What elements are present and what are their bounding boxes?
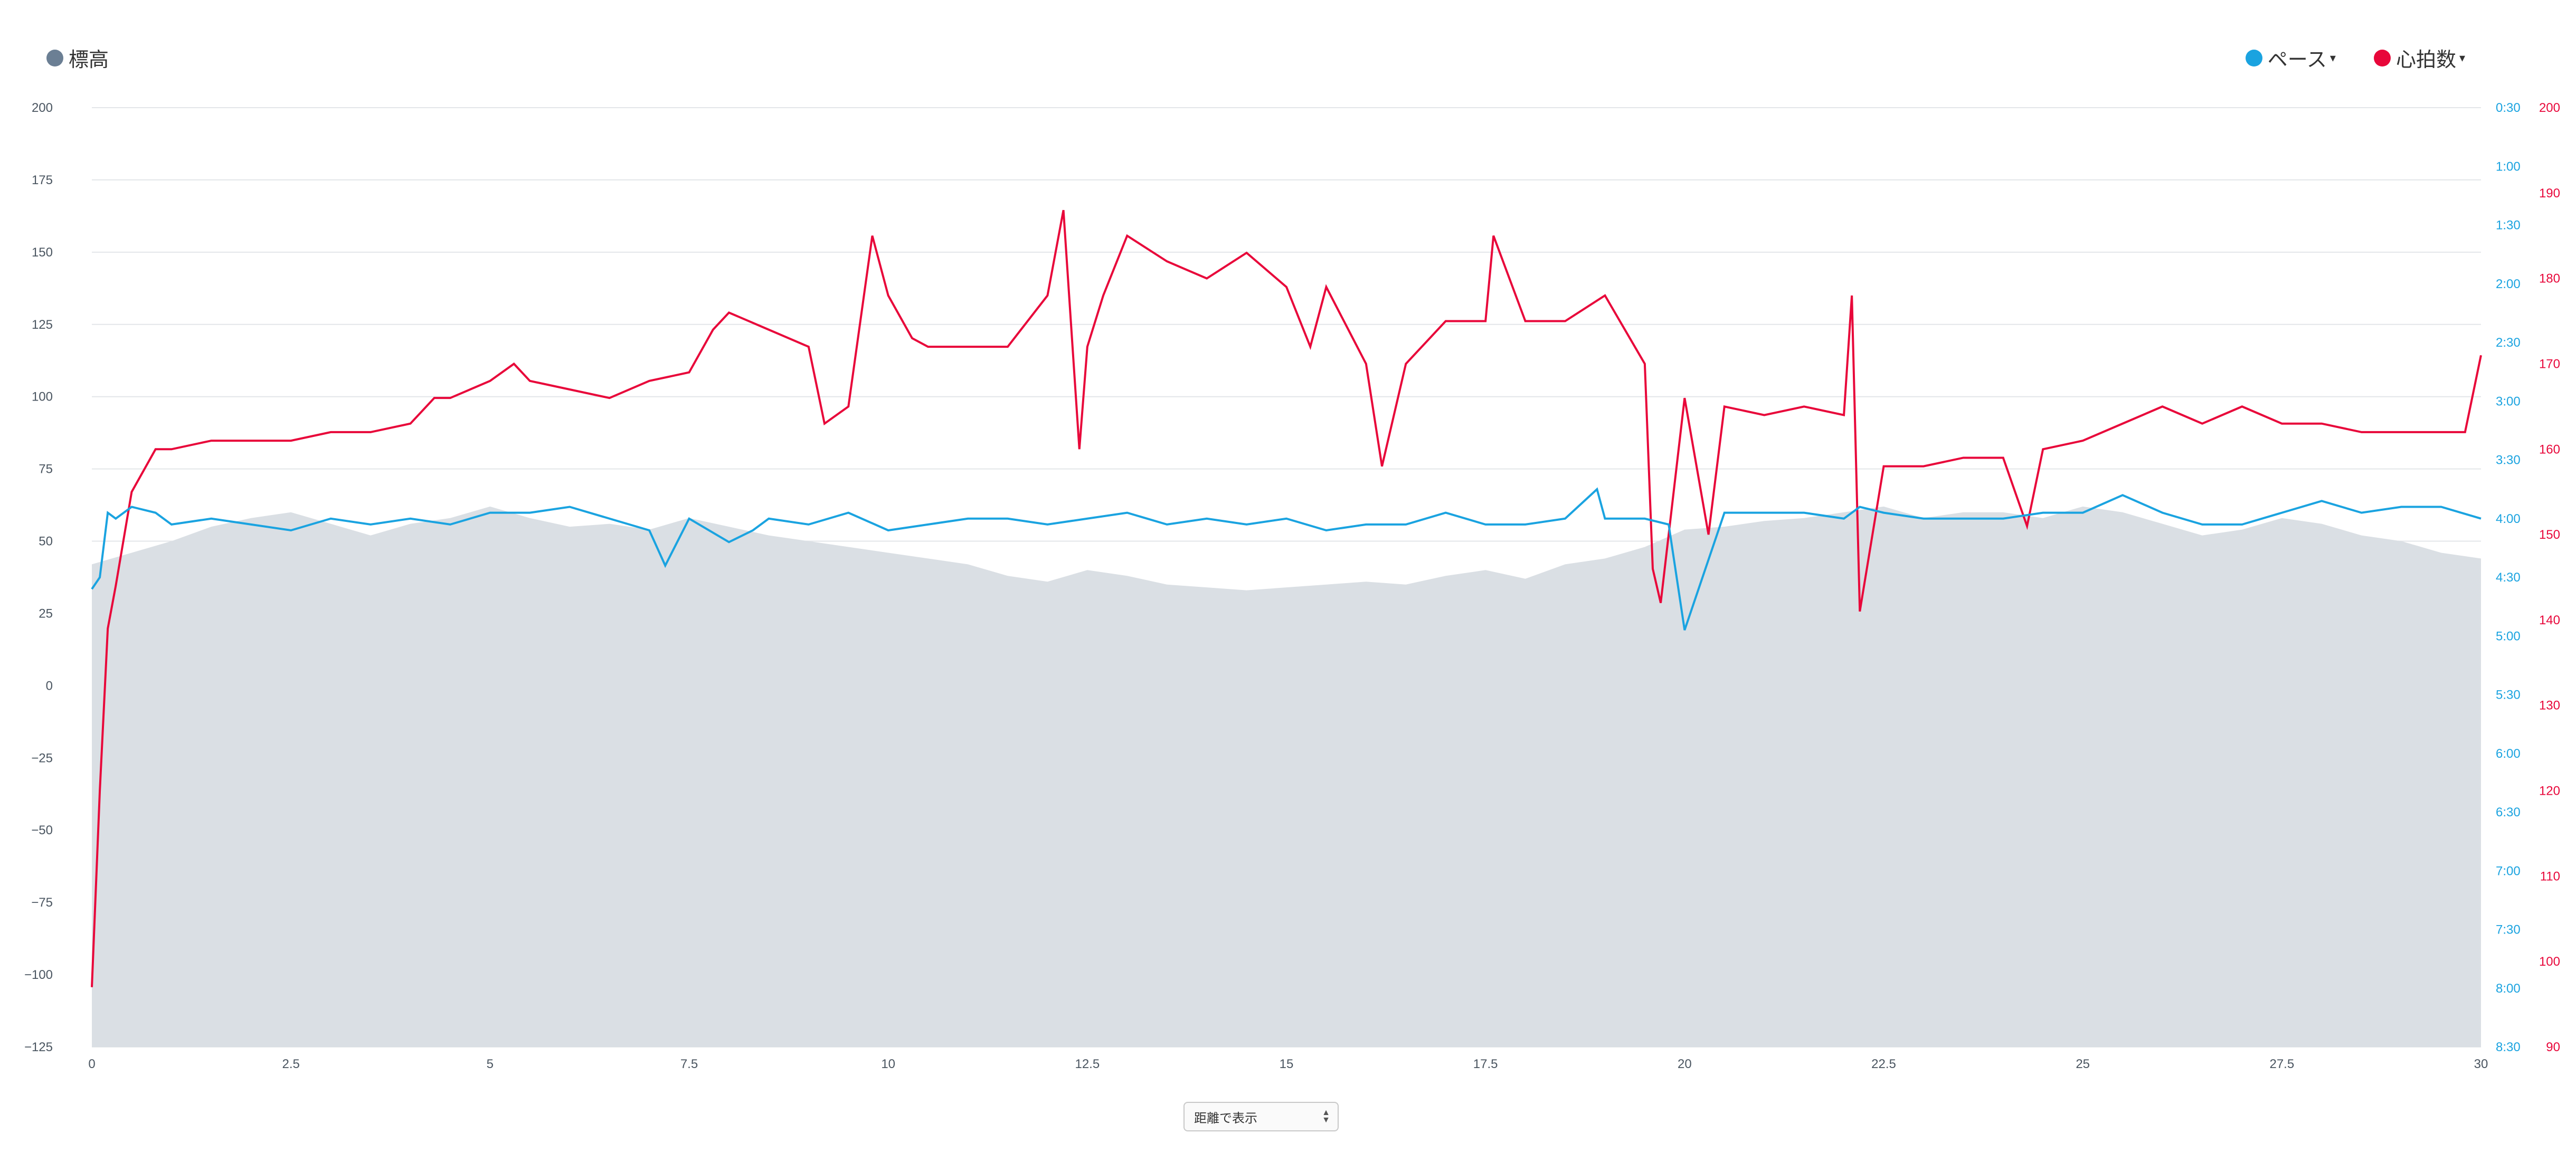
distance-axis: 0 2.5 5 7.5 10 12.5 15 17.5 20 22.5 25 27.5 30 bbox=[88, 1057, 2488, 1071]
heart-rate-tick-label: 200 bbox=[2539, 101, 2560, 115]
legend-pace-label: ペース bbox=[2267, 49, 2327, 71]
pace-axis: 0:30 1:00 1:30 2:00 2:30 3:00 3:30 4:00 4:30 5:00… bbox=[2496, 101, 2521, 1054]
legend-heart-rate-label: 心拍数 bbox=[2395, 49, 2456, 71]
distance-tick-label: 22.5 bbox=[1871, 1057, 1896, 1071]
distance-tick-label: 12.5 bbox=[1075, 1057, 1100, 1071]
pace-tick-label: 2:00 bbox=[2496, 277, 2521, 291]
pace-tick-label: 0:30 bbox=[2496, 101, 2521, 115]
heart-rate-tick-label: 180 bbox=[2539, 272, 2560, 286]
pace-tick-label: 1:30 bbox=[2496, 218, 2521, 233]
elevation-axis: 200 175 150 125 100 75 50 25 0 −25 −50 −75 −100 −125 bbox=[24, 101, 53, 1054]
legend-elevation[interactable]: 標高 bbox=[46, 43, 109, 72]
pace-tick-label: 7:00 bbox=[2496, 864, 2521, 878]
pace-tick-label: 5:00 bbox=[2496, 629, 2521, 643]
elevation-tick-label: 50 bbox=[39, 535, 53, 549]
pace-tick-label: 1:00 bbox=[2496, 159, 2521, 174]
pace-tick-label: 8:30 bbox=[2496, 1040, 2521, 1054]
heart-rate-axis: 200 190 180 170 160 150 140 130 120 110 100 90 bbox=[2539, 101, 2560, 1054]
elevation-tick-label: 0 bbox=[46, 679, 53, 693]
pace-tick-label: 2:30 bbox=[2496, 336, 2521, 350]
pace-caret-icon: ▾ bbox=[2329, 51, 2336, 64]
distance-tick-label: 5 bbox=[487, 1057, 494, 1071]
distance-tick-label: 10 bbox=[881, 1057, 895, 1071]
legend-right: ペース ▾ 心拍数 ▾ bbox=[2208, 43, 2465, 72]
distance-tick-label: 30 bbox=[2474, 1057, 2488, 1071]
distance-tick-label: 25 bbox=[2076, 1057, 2090, 1071]
heart-rate-tick-label: 100 bbox=[2539, 955, 2560, 969]
pace-tick-label: 7:30 bbox=[2496, 923, 2521, 937]
elevation-tick-label: 200 bbox=[32, 101, 53, 115]
pace-tick-label: 4:00 bbox=[2496, 512, 2521, 526]
distance-tick-label: 2.5 bbox=[282, 1057, 299, 1071]
elevation-dot-icon bbox=[46, 49, 63, 66]
pace-tick-label: 8:00 bbox=[2496, 982, 2521, 996]
elevation-tick-label: 75 bbox=[39, 462, 53, 477]
pace-tick-label: 4:30 bbox=[2496, 570, 2521, 585]
distance-tick-label: 27.5 bbox=[2269, 1057, 2294, 1071]
heart-rate-tick-label: 140 bbox=[2539, 613, 2560, 627]
elevation-tick-label: −50 bbox=[31, 823, 53, 837]
legend-left: 標高 bbox=[46, 43, 109, 72]
pace-tick-label: 3:30 bbox=[2496, 453, 2521, 468]
elevation-tick-label: −100 bbox=[24, 968, 53, 982]
elevation-tick-label: 150 bbox=[32, 245, 53, 260]
elevation-tick-label: −25 bbox=[31, 751, 53, 765]
pace-tick-label: 3:00 bbox=[2496, 394, 2521, 408]
heart-rate-tick-label: 170 bbox=[2539, 357, 2560, 371]
distance-tick-label: 15 bbox=[1280, 1057, 1294, 1071]
legend-pace[interactable]: ペース ▾ bbox=[2245, 43, 2336, 72]
elevation-tick-label: −75 bbox=[31, 896, 53, 910]
heart-rate-tick-label: 90 bbox=[2546, 1040, 2560, 1054]
heart-rate-line bbox=[91, 209, 2482, 987]
heart-rate-tick-label: 110 bbox=[2540, 869, 2560, 883]
distance-tick-label: 7.5 bbox=[680, 1057, 698, 1071]
distance-tick-label: 0 bbox=[88, 1057, 95, 1071]
distance-display-select[interactable]: 距離で表示 ▲ ▼ bbox=[1183, 1102, 1339, 1131]
elevation-tick-label: 125 bbox=[32, 318, 53, 332]
heart-rate-caret-icon: ▾ bbox=[2459, 51, 2465, 64]
elevation-tick-label: 100 bbox=[32, 390, 53, 404]
distance-tick-label: 17.5 bbox=[1473, 1057, 1498, 1071]
select-label: 距離で表示 bbox=[1194, 1111, 1257, 1126]
elevation-tick-label: −125 bbox=[24, 1040, 53, 1054]
legend-heart-rate[interactable]: 心拍数 ▾ bbox=[2373, 43, 2465, 72]
select-arrows-icon: ▲ ▼ bbox=[1322, 1108, 1330, 1125]
elevation-area bbox=[92, 506, 2481, 1047]
heart-rate-tick-label: 160 bbox=[2539, 442, 2560, 456]
pace-tick-label: 5:30 bbox=[2496, 688, 2521, 702]
elevation-tick-label: 25 bbox=[39, 606, 53, 621]
pace-tick-label: 6:00 bbox=[2496, 747, 2521, 761]
heart-rate-tick-label: 130 bbox=[2539, 699, 2560, 713]
heart-rate-tick-label: 190 bbox=[2539, 186, 2560, 201]
heart-rate-dot-icon bbox=[2373, 49, 2391, 66]
heart-rate-tick-label: 150 bbox=[2539, 528, 2560, 542]
distance-tick-label: 20 bbox=[1678, 1057, 1692, 1071]
pace-line bbox=[91, 487, 2482, 631]
elevation-tick-label: 175 bbox=[32, 173, 53, 187]
pace-dot-icon bbox=[2245, 49, 2262, 66]
heart-rate-tick-label: 120 bbox=[2539, 784, 2560, 798]
pace-tick-label: 6:30 bbox=[2496, 805, 2521, 820]
legend-elevation-label: 標高 bbox=[69, 49, 109, 71]
